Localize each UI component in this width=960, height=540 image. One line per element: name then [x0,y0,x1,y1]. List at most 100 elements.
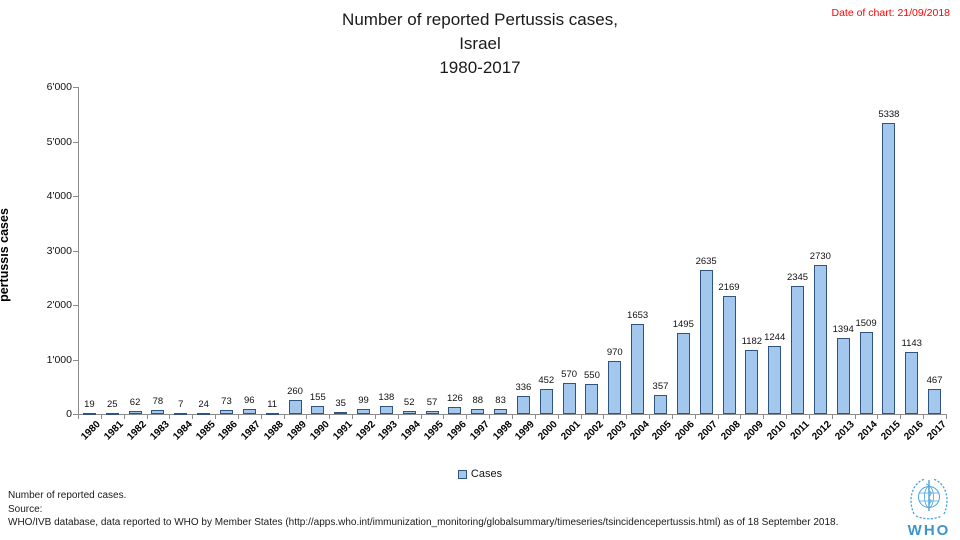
x-axis-label: 1999 [513,419,538,443]
x-axis-tick [649,415,651,419]
bar-value-label: 2169 [718,281,740,293]
y-axis-tick [73,359,78,361]
bar-value-label: 452 [538,375,555,387]
x-axis-label: 1994 [399,419,423,443]
x-axis-tick [740,415,742,419]
bar-value-label: 2730 [809,251,831,263]
bar-2003 [608,361,622,414]
x-axis-label: 1986 [216,419,241,443]
source-note: Number of reported cases. Source: WHO/IV… [8,489,878,530]
title-line-2: Israel [459,34,501,53]
y-axis-line [78,87,79,415]
x-axis-label: 2013 [833,419,857,443]
bar-value-label: 2635 [695,256,717,268]
bar-value-label: 52 [403,397,415,409]
x-axis-tick [831,415,833,419]
bar-value-label: 5338 [878,109,900,121]
x-axis-label: 2017 [924,419,949,443]
bar-1994 [402,411,416,414]
x-axis-tick [397,415,399,419]
y-tick-label: 4'000 [46,190,72,202]
bar-1983 [151,409,165,414]
x-axis-label: 1981 [102,419,127,443]
x-axis-label: 1982 [125,419,149,443]
x-axis-line [78,414,947,415]
x-axis-label: 1997 [468,419,492,443]
bar-1980 [82,412,96,415]
bar-value-label: 336 [515,381,532,393]
bar-value-label: 7 [178,398,184,410]
x-axis-tick [237,415,239,419]
bar-value-label: 19 [84,398,95,410]
bar-value-label: 260 [287,385,303,397]
x-axis-label: 1998 [490,419,515,443]
legend-marker-cases [457,469,467,479]
bar-value-label: 83 [495,395,506,407]
x-axis-label: 2014 [856,419,880,443]
x-axis-label: 2015 [879,419,903,443]
x-axis-tick [557,415,559,419]
x-axis-label: 2006 [673,419,698,443]
bar-value-label: 550 [584,370,600,382]
title-line-1: Number of reported Pertussis cases, [342,10,618,29]
x-axis-label: 2016 [902,419,926,443]
bar-1982 [128,410,142,414]
x-axis-label: 2009 [742,419,766,443]
bar-2004 [631,323,645,414]
bar-value-label: 1143 [901,337,922,349]
bar-2015 [882,123,896,414]
bar-1992 [357,408,371,414]
bar-value-label: 138 [378,392,395,404]
bar-2009 [745,349,759,414]
bar-2011 [791,286,805,414]
bar-value-label: 1394 [832,324,854,336]
x-axis-tick [329,415,331,419]
bar-value-label: 62 [129,396,141,408]
bar-1990 [311,405,325,414]
bar-1996 [448,407,462,414]
x-axis-tick [626,415,628,419]
x-axis-tick [763,415,765,419]
who-logo-text: WHO [907,522,951,539]
x-axis-tick [78,415,79,419]
x-axis-tick [534,415,536,419]
x-axis-tick [306,415,308,419]
bar-value-label: 88 [472,395,484,407]
chart-title: Number of reported Pertussis cases, Isra… [0,8,960,80]
x-axis-tick [580,415,582,419]
bar-2014 [859,331,873,414]
bar-2005 [653,394,667,414]
date-of-chart: Date of chart: 21/09/2018 [831,7,951,19]
x-axis-label: 1993 [376,419,401,443]
x-axis-tick [169,415,171,419]
bar-2006 [676,332,690,414]
bar-2016 [905,351,919,414]
x-axis-label: 1980 [79,419,104,443]
x-axis-tick [489,415,491,419]
y-axis-tick [73,250,78,252]
bar-2017 [928,388,942,414]
x-axis-label: 1987 [239,419,264,443]
x-axis-label: 1995 [422,419,446,443]
y-axis-tick [73,414,78,415]
x-axis-label: 2004 [627,419,652,443]
x-axis-label: 2003 [605,419,629,443]
x-axis-tick [146,415,148,419]
bar-value-label: 1182 [741,335,763,347]
y-axis-tick [73,141,78,143]
x-axis-tick [923,415,925,419]
bar-value-label: 73 [221,396,232,408]
x-axis-label: 2007 [696,419,720,443]
x-axis-label: 2005 [650,419,675,443]
bar-2002 [585,384,599,414]
bar-value-label: 1244 [764,332,786,344]
x-axis-tick [466,415,468,419]
legend: Cases [0,468,960,480]
bar-value-label: 57 [426,396,438,408]
x-axis-tick [352,415,354,419]
bar-1987 [242,408,256,414]
bar-value-label: 357 [652,380,669,392]
bar-1981 [105,412,119,415]
